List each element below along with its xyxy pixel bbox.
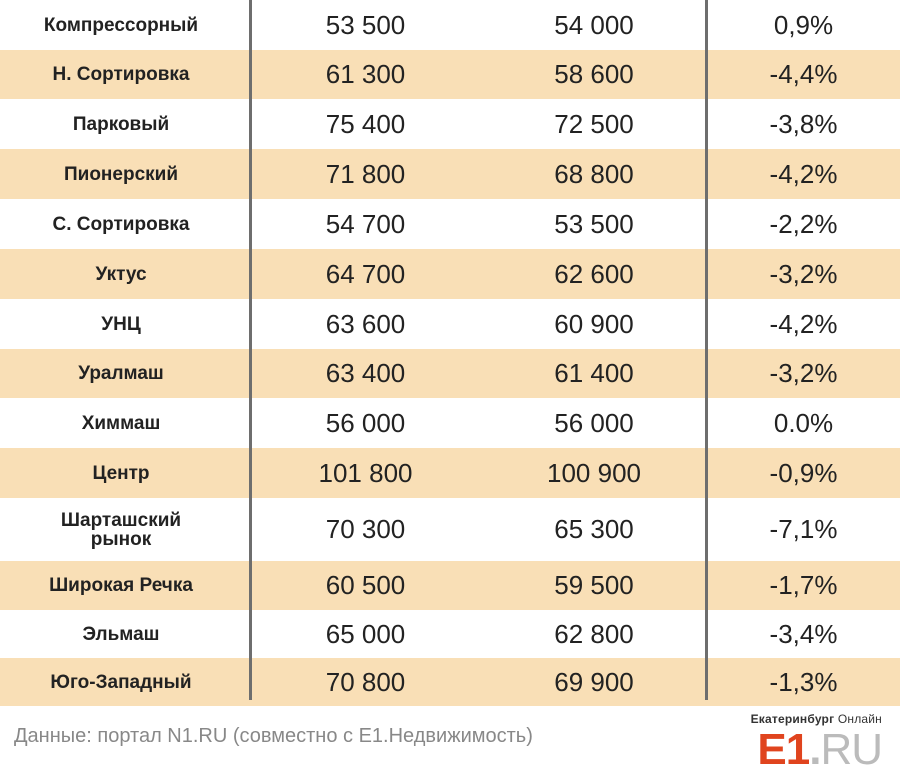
district-cell: Химмаш	[81, 412, 161, 434]
price-before-cell: 65 000	[325, 618, 406, 649]
change-cell: -3,2%	[769, 258, 838, 289]
table-row: Центр 101 800 100 900 -0,9%	[0, 448, 900, 498]
logo-e1: E1	[757, 725, 810, 774]
column-divider	[705, 0, 708, 700]
change-cell: -3,4%	[769, 618, 838, 649]
table-row: Шарташский рынок 70 300 65 300 -7,1%	[0, 498, 900, 561]
price-after-cell: 59 500	[554, 570, 634, 600]
table-row: Пионерский 71 800 68 800 -4,2%	[0, 149, 900, 199]
change-cell: -1,7%	[769, 570, 838, 600]
table-row: Химмаш 56 000 56 000 0.0%	[0, 398, 900, 448]
price-before-cell: 56 000	[325, 407, 406, 438]
price-after-cell: 69 900	[554, 666, 634, 697]
price-after-cell: 54 000	[554, 9, 634, 40]
change-cell: -3,8%	[769, 108, 838, 139]
logo-ru: RU	[820, 725, 883, 774]
change-cell: -7,1%	[769, 514, 838, 544]
district-cell: Широкая Речка	[49, 575, 193, 596]
price-before-cell: 60 500	[325, 570, 406, 600]
price-after-cell: 53 500	[554, 208, 634, 239]
district-cell: С. Сортировка	[52, 213, 190, 235]
price-before-cell: 64 700	[325, 258, 406, 289]
table-row: Уралмаш 63 400 61 400 -3,2%	[0, 349, 900, 398]
brand-suffix: Онлайн	[837, 712, 882, 726]
price-after-cell: 68 800	[554, 158, 634, 189]
price-after-cell: 72 500	[554, 108, 634, 139]
district-cell: Парковый	[72, 113, 170, 135]
price-before-cell: 101 800	[318, 457, 413, 488]
district-cell: Эльмаш	[82, 623, 160, 645]
brand-city: Екатеринбург	[750, 712, 835, 726]
table-row: Н. Сортировка 61 300 58 600 -4,4%	[0, 50, 900, 99]
district-cell: Центр	[92, 462, 150, 484]
district-cell: Юго-Западный	[50, 671, 192, 693]
table-row: Широкая Речка 60 500 59 500 -1,7%	[0, 561, 900, 610]
district-cell: Уралмаш	[78, 363, 164, 384]
table-row: Уктус 64 700 62 600 -3,2%	[0, 249, 900, 299]
price-after-cell: 65 300	[554, 514, 634, 544]
district-cell: Компрессорный	[43, 14, 199, 36]
source-note: Данные: портал N1.RU (совместно с Е1.Нед…	[14, 725, 533, 747]
table-row: С. Сортировка 54 700 53 500 -2,2%	[0, 199, 900, 249]
district-cell: Уктус	[95, 263, 147, 285]
table-row: УНЦ 63 600 60 900 -4,2%	[0, 299, 900, 349]
table-row: Эльмаш 65 000 62 800 -3,4%	[0, 610, 900, 658]
column-divider	[249, 0, 252, 700]
price-before-cell: 54 700	[325, 208, 406, 239]
district-cell: Пионерский	[63, 163, 179, 185]
brand-wordmark: E1.RU	[751, 725, 883, 774]
change-cell: -3,2%	[769, 358, 838, 388]
district-cell: УНЦ	[101, 313, 141, 335]
e1-logo: Екатеринбург Онлайн E1.RU	[751, 712, 883, 774]
price-after-cell: 62 800	[554, 618, 634, 649]
price-after-cell: 61 400	[554, 358, 634, 388]
district-cell: Шарташский рынок	[60, 509, 182, 550]
change-cell: 0.0%	[773, 407, 834, 438]
price-before-cell: 53 500	[325, 9, 406, 40]
price-before-cell: 63 400	[325, 358, 406, 388]
change-cell: 0,9%	[773, 9, 834, 40]
price-after-cell: 62 600	[554, 258, 634, 289]
change-cell: -4,2%	[769, 308, 838, 339]
change-cell: -4,4%	[769, 59, 838, 89]
price-after-cell: 56 000	[554, 407, 634, 438]
price-after-cell: 60 900	[554, 308, 634, 339]
price-before-cell: 63 600	[325, 308, 406, 339]
price-before-cell: 70 800	[325, 666, 406, 697]
price-table: Компрессорный 53 500 54 000 0,9% Н. Сортиров…	[0, 0, 900, 706]
brand-tagline: Екатеринбург Онлайн	[751, 712, 882, 726]
table-row: Юго-Западный 70 800 69 900 -1,3%	[0, 658, 900, 706]
logo-dot: .	[809, 725, 821, 774]
change-cell: -2,2%	[769, 208, 838, 239]
change-cell: -4,2%	[769, 158, 838, 189]
change-cell: -0,9%	[769, 457, 838, 488]
price-before-cell: 61 300	[325, 59, 406, 89]
price-before-cell: 75 400	[325, 108, 406, 139]
change-cell: -1,3%	[769, 666, 838, 697]
price-before-cell: 71 800	[325, 158, 406, 189]
table-row: Парковый 75 400 72 500 -3,8%	[0, 99, 900, 149]
price-before-cell: 70 300	[325, 514, 406, 544]
district-cell: Н. Сортировка	[52, 64, 190, 85]
table-row: Компрессорный 53 500 54 000 0,9%	[0, 0, 900, 50]
price-after-cell: 58 600	[554, 59, 634, 89]
price-after-cell: 100 900	[547, 457, 641, 488]
